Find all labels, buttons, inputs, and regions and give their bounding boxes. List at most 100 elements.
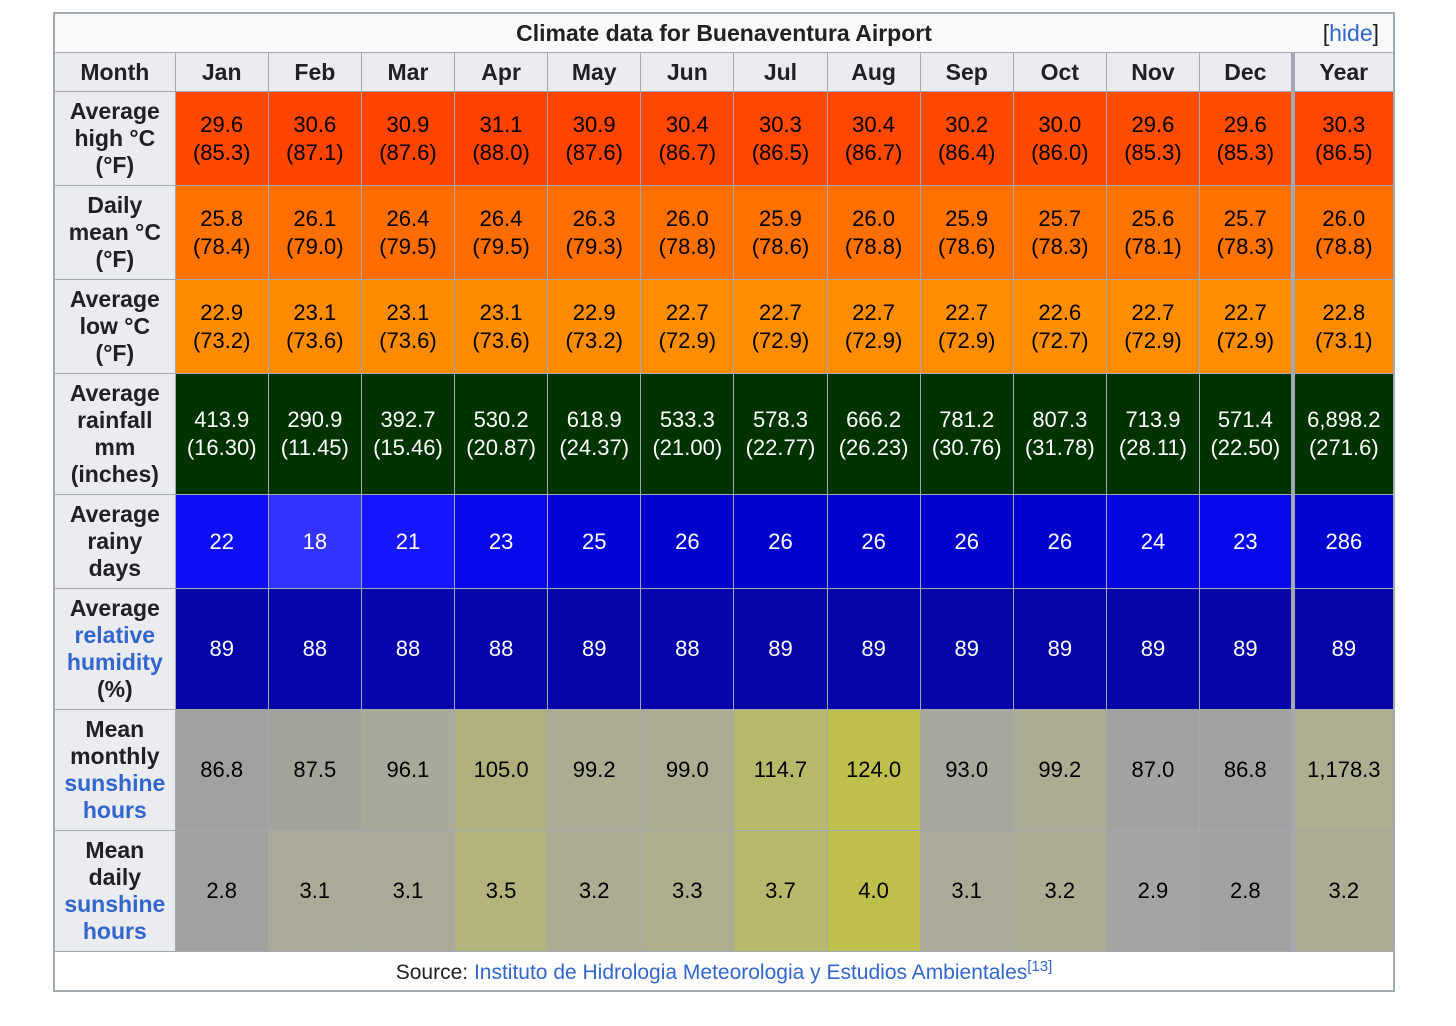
cell-value-secondary: (86.7) <box>844 139 903 165</box>
hide-toggle: [hide] <box>1322 20 1379 46</box>
table-cell: 29.6 (85.3) <box>174 91 269 186</box>
cell-value-secondary: (72.9) <box>751 327 810 353</box>
cell-value: 713.9 <box>1125 407 1181 432</box>
cell-value: 4.0 <box>858 878 889 903</box>
cell-value: 26 <box>675 528 700 554</box>
table-cell: 30.3 (86.5) <box>733 91 828 186</box>
table-cell: 31.1 (88.0) <box>454 91 549 186</box>
table-cell: 25.9 (78.6) <box>919 185 1014 280</box>
cell-value-secondary: (78.1) <box>1124 233 1182 259</box>
month-header-label: Month <box>53 52 176 92</box>
table-cell: 22.7 (72.9) <box>640 279 735 374</box>
table-cell: 22.7 (72.9) <box>1199 279 1294 374</box>
cell-value: 89 <box>1140 636 1166 661</box>
table-cell: 25.8 (78.4) <box>174 185 269 280</box>
table-cell: 86.8 <box>174 709 269 831</box>
cell-value: 23 <box>488 528 514 554</box>
cell-value-secondary: (30.76) <box>931 435 1002 460</box>
cell-value: 105.0 <box>473 757 529 782</box>
cell-value: 89 <box>954 636 979 661</box>
table-cell: 807.3 (31.78) <box>1012 373 1107 495</box>
row-header: Average relative humidity (%) <box>53 588 176 710</box>
cell-value: 88 <box>302 636 328 661</box>
table-cell: 30.3 (86.5) <box>1290 91 1395 186</box>
cell-value: 21 <box>395 528 421 554</box>
row-header-link[interactable]: humidity <box>66 649 163 675</box>
cell-value: 30.4 <box>852 111 895 137</box>
table-title-cell: Climate data for Buenaventura Airport [h… <box>53 12 1395 53</box>
table-cell: 26.3 (79.3) <box>547 185 642 280</box>
cell-value: 26 <box>768 528 793 554</box>
table-title: Climate data for Buenaventura Airport <box>516 19 932 46</box>
row-header-text: rainfall <box>77 407 153 433</box>
cell-value: 2.8 <box>206 878 238 903</box>
cell-value: 22.8 <box>1322 299 1366 325</box>
cell-value: 25.6 <box>1131 205 1175 231</box>
cell-value-secondary: (72.9) <box>658 327 717 353</box>
table-cell: 89 <box>547 588 642 710</box>
table-row: Mean monthly sunshine hours 86.8 87.5 96.1 105.… <box>53 709 1395 831</box>
cell-value: 23.1 <box>293 299 337 325</box>
table-cell: 25.7 (78.3) <box>1199 185 1294 280</box>
cell-value: 25 <box>581 528 607 554</box>
cell-value: 22 <box>209 528 234 554</box>
row-header-link[interactable]: hours <box>82 918 147 944</box>
table-cell: 88 <box>267 588 362 710</box>
table-cell: 1,178.3 <box>1290 709 1395 831</box>
table-cell: 26 <box>640 494 735 589</box>
cell-value: 30.3 <box>1322 111 1366 137</box>
table-cell: 3.7 <box>733 830 828 952</box>
cell-value: 26 <box>861 528 886 554</box>
source-link[interactable]: Instituto de Hidrologia Meteorologia y E… <box>473 960 1028 984</box>
cell-value: 3.3 <box>672 878 703 903</box>
cell-value-secondary: (87.1) <box>286 139 344 165</box>
cell-value: 30.6 <box>293 111 337 137</box>
row-header-text: Mean <box>85 837 145 863</box>
row-header-link[interactable]: hours <box>82 797 147 823</box>
row-header-link[interactable]: sunshine <box>64 770 166 796</box>
table-cell: 88 <box>640 588 735 710</box>
table-cell: 26 <box>1012 494 1107 589</box>
row-header: Average rainfall mm (inches) <box>53 373 176 495</box>
table-cell: 30.4 (86.7) <box>640 91 735 186</box>
cell-value: 87.0 <box>1131 757 1175 782</box>
row-header-text: days <box>88 555 142 581</box>
cell-value-secondary: (78.4) <box>192 233 251 259</box>
cell-value: 31.1 <box>479 111 523 137</box>
table-cell: 286 <box>1290 494 1395 589</box>
cell-value: 618.9 <box>566 407 622 432</box>
cell-value-secondary: (78.8) <box>1315 233 1373 259</box>
cell-value: 6,898.2 <box>1307 407 1381 432</box>
month-header-may: May <box>547 52 642 92</box>
cell-value: 571.4 <box>1217 407 1273 432</box>
table-cell: 30.9 (87.6) <box>360 91 456 186</box>
row-header-link[interactable]: relative <box>74 622 156 648</box>
cell-value-secondary: (22.50) <box>1210 435 1281 460</box>
month-header-year: Year <box>1290 52 1395 92</box>
cell-value: 18 <box>302 528 328 554</box>
cell-value-secondary: (79.0) <box>286 233 344 259</box>
cell-value-secondary: (73.1) <box>1315 327 1373 353</box>
cell-value: 25.7 <box>1223 205 1267 231</box>
table-cell: 578.3 (22.77) <box>733 373 828 495</box>
table-cell: 23.1 (73.6) <box>267 279 362 374</box>
cell-value: 29.6 <box>1223 111 1267 137</box>
table-cell: 99.0 <box>640 709 735 831</box>
cell-value-secondary: (78.3) <box>1216 233 1275 259</box>
table-cell: 105.0 <box>454 709 549 831</box>
cell-value-secondary: (26.23) <box>838 435 909 460</box>
row-header-link[interactable]: sunshine <box>64 891 166 917</box>
source-reference[interactable]: [13] <box>1027 957 1053 975</box>
table-cell: 89 <box>174 588 269 710</box>
table-cell: 23 <box>1199 494 1294 589</box>
table-cell: 89 <box>1199 588 1294 710</box>
hide-link[interactable]: hide <box>1329 20 1373 46</box>
cell-value-secondary: (73.6) <box>472 327 530 353</box>
table-cell: 89 <box>1105 588 1201 710</box>
table-cell: 30.2 (86.4) <box>919 91 1014 186</box>
table-cell: 26 <box>733 494 828 589</box>
cell-value-secondary: (78.6) <box>751 233 810 259</box>
cell-value: 26.1 <box>293 205 337 231</box>
month-header-dec: Dec <box>1199 52 1294 92</box>
table-cell: 23.1 (73.6) <box>360 279 456 374</box>
